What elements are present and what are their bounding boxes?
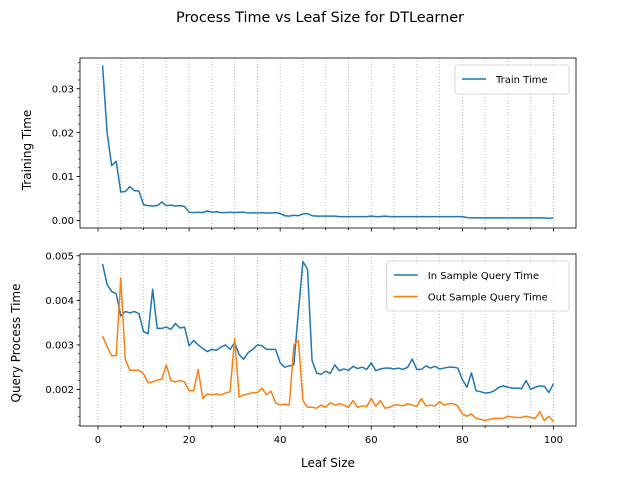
bottom-y-tick-label: 0.002 [45, 385, 74, 396]
top-axes: Training Time 0.00 0.01 0.02 0.03 Train Time [20, 57, 577, 232]
bottom-x-tick-label: 40 [274, 435, 287, 446]
bottom-y-tick-label: 0.003 [45, 341, 74, 352]
bottom-x-tick-label: 60 [365, 435, 378, 446]
bottom-legend-box [386, 260, 570, 312]
bottom-series-line-1 [101, 260, 555, 394]
bottom-x-axis-label: Leaf Size [301, 456, 355, 470]
bottom-x-tick-label: 0 [95, 435, 101, 446]
top-series-line-1 [101, 65, 554, 220]
bottom-legend-label: Out Sample Query Time [428, 293, 548, 304]
bottom-x-tick-label: 20 [183, 435, 196, 446]
bottom-x-tick-label: 80 [456, 435, 469, 446]
bottom-axes: Query Process Time Leaf Size 0 20 40 60 80 10… [9, 251, 577, 470]
top-y-axis-label: Training Time [20, 110, 34, 192]
top-legend-label: Train Time [495, 75, 548, 86]
top-legend-box [454, 64, 570, 95]
bottom-y-axis-label: Query Process Time [9, 284, 23, 403]
top-y-tick-label: 0.00 [52, 216, 74, 227]
bottom-x-tick-label: 100 [544, 435, 563, 446]
bottom-axes-frame [79, 253, 577, 427]
top-y-tick-label: 0.02 [52, 128, 74, 139]
bottom-series-line-2 [101, 277, 555, 423]
bottom-y-tick-label: 0.004 [45, 296, 74, 307]
bottom-y-tick-label: 0.005 [45, 251, 74, 262]
figure-title: Process Time vs Leaf Size for DTLearner [176, 10, 464, 26]
bottom-legend-label: In Sample Query Time [428, 271, 539, 282]
top-y-tick-label: 0.03 [52, 84, 74, 95]
top-axes-frame [79, 57, 577, 229]
top-y-tick-label: 0.01 [52, 172, 74, 183]
